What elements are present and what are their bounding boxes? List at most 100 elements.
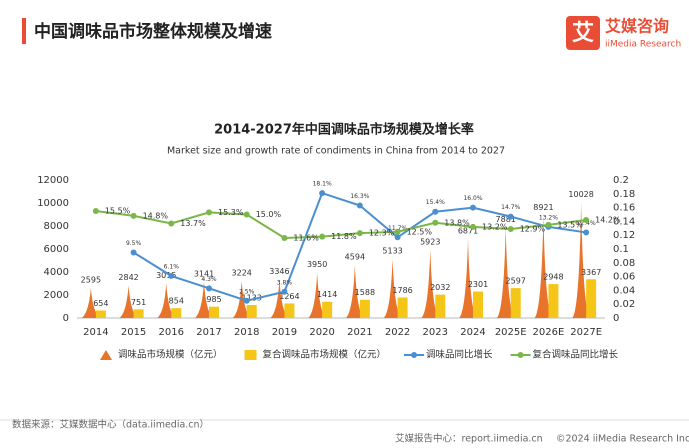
legend-label: 调味品同比增长 [426, 349, 493, 361]
data-label: 10028 [568, 190, 593, 199]
data-label: 11.7% [388, 225, 407, 232]
data-label: 15.3% [218, 208, 244, 217]
legend-label: 调味品市场规模（亿元） [118, 349, 223, 361]
data-label: 6.1% [164, 263, 180, 270]
bar [284, 303, 295, 318]
y2-tick-label: 0.18 [613, 189, 635, 200]
x-tick-label: 2026E [533, 327, 565, 338]
y-tick-label: 12000 [37, 175, 69, 186]
data-label: 2842 [118, 273, 138, 282]
data-label: 14.2% [595, 216, 621, 225]
data-label: 13.8% [444, 218, 470, 227]
data-label: 15.4% [426, 199, 445, 206]
chart-title: 2014-2027年中国调味品市场规模及增长率 [214, 122, 474, 138]
data-label: 5133 [382, 246, 402, 255]
x-tick-label: 2018 [234, 327, 259, 338]
line-point [130, 212, 137, 219]
line-point [394, 234, 401, 241]
y-tick-label: 0 [63, 313, 69, 324]
x-tick-label: 2015 [121, 327, 146, 338]
x-tick-label: 2014 [83, 327, 108, 338]
data-label: 6871 [458, 226, 478, 235]
page-title: 中国调味品市场整体规模及增速 [34, 21, 272, 42]
y2-tick-label: 0.16 [613, 203, 635, 214]
line-point [470, 223, 476, 230]
data-label: 12.9% [520, 224, 546, 233]
bar [133, 309, 144, 318]
triangle-bar [383, 258, 402, 318]
bar [322, 301, 333, 318]
line [95, 210, 587, 239]
x-tick-label: 2024 [460, 327, 485, 338]
data-label: 3950 [307, 260, 327, 269]
triangle-bar [119, 285, 138, 318]
line-point [281, 234, 288, 241]
bar [397, 297, 408, 318]
bar [435, 294, 446, 318]
line-point [243, 297, 250, 304]
data-label: 1414 [317, 290, 337, 299]
line-point [356, 202, 363, 209]
bar [548, 284, 559, 318]
data-label: 2032 [430, 283, 450, 292]
triangle-bar [308, 272, 327, 318]
line-point [356, 230, 363, 237]
title-accent [22, 18, 26, 44]
data-label: 751 [131, 298, 146, 307]
data-label: 1786 [392, 286, 412, 295]
line-point [507, 225, 514, 232]
data-label: 16.3% [350, 193, 369, 200]
legend-label: 复合调味品同比增长 [533, 349, 619, 361]
logo-name: 艾媒咨询 [605, 17, 669, 36]
data-label: 15.5% [105, 207, 131, 216]
triangle-bar [459, 238, 477, 318]
chart-subtitle: Market size and growth rate of condiment… [167, 146, 505, 157]
triangle-bar [572, 202, 591, 318]
line-point [583, 229, 590, 236]
line-point [281, 288, 288, 295]
data-label: 3141 [194, 269, 214, 278]
bar [95, 310, 106, 318]
bar [473, 291, 483, 318]
x-tick-label: 2025E [495, 327, 527, 338]
line-point [583, 217, 590, 224]
data-label: 2.5% [239, 288, 255, 295]
bar [586, 279, 597, 318]
data-label: 11.8% [331, 232, 357, 241]
data-label: 13.2% [539, 214, 558, 221]
bar [209, 306, 219, 318]
logo-en: iiMedia Research [605, 40, 681, 50]
data-label: 2948 [543, 273, 563, 282]
x-tick-label: 2027E [570, 327, 602, 338]
bar [171, 308, 182, 318]
line-point [243, 211, 250, 218]
x-tick-label: 2017 [196, 327, 221, 338]
data-label: 1264 [279, 292, 299, 301]
y2-tick-label: 0.14 [613, 216, 635, 227]
footer-copyright: ©2024 iiMedia Research Inc [556, 434, 689, 445]
triangle-bar [496, 227, 515, 318]
triangle-bar [195, 281, 213, 318]
x-tick-label: 2023 [423, 327, 448, 338]
data-label: 1588 [355, 288, 375, 297]
data-label: 9.5% [126, 240, 142, 247]
data-label: 13.5% [557, 220, 583, 229]
line-point [432, 208, 439, 215]
data-label: 14.8% [143, 211, 169, 220]
data-label: 3015 [156, 271, 176, 280]
logo-box [566, 16, 600, 50]
data-label: 12.4% [577, 220, 596, 227]
y2-tick-label: 0.02 [613, 299, 635, 310]
data-label: 2595 [81, 276, 101, 285]
triangle-bar [157, 283, 176, 318]
data-label: 13.7% [180, 219, 206, 228]
line-point [432, 219, 439, 226]
y-tick-label: 8000 [44, 221, 69, 232]
data-label: 13.2% [482, 222, 508, 231]
data-label: 12.3% [369, 229, 395, 238]
y2-tick-label: 0.1 [613, 244, 629, 255]
legend-swatch [244, 350, 257, 360]
data-label: 8921 [533, 203, 553, 212]
data-label: 4.3% [201, 276, 217, 283]
x-tick-label: 2022 [385, 327, 410, 338]
